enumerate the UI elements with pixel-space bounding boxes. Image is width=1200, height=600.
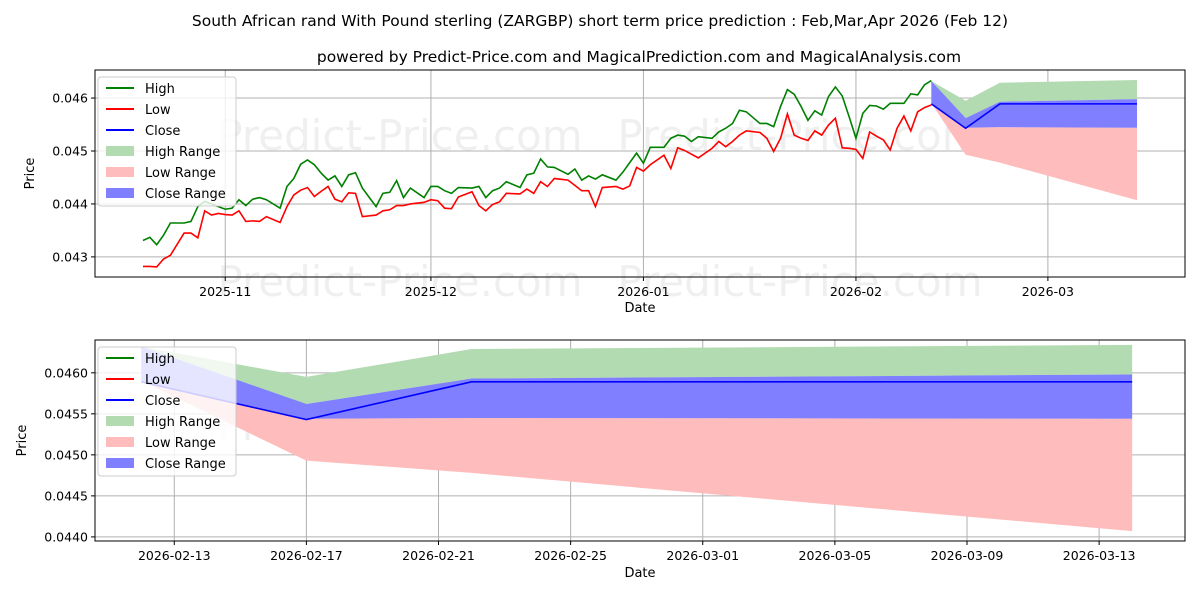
prediction-detail-chart: Predict-Price.comPredict-Price.com2026-0… [15,339,1186,581]
y-axis-label: Price [15,425,30,457]
watermark: Predict-Price.com [617,257,982,306]
x-tick-label: 2025-12 [405,284,457,299]
legend-swatch-high-range [106,146,134,156]
axes-frame [94,339,1186,542]
x-tick-label: 2026-02-25 [534,548,607,563]
legend-label-high-range: High Range [145,415,220,430]
legend-swatch-low-range [106,167,134,177]
watermark: Predict-Price.com [617,111,982,160]
legend-label-close: Close [145,394,180,409]
legend-label-low-range: Low Range [145,166,216,181]
y-tick-label: 0.0445 [44,488,88,503]
legend-label-close-range: Close Range [145,457,226,472]
legend-label-high: High [145,82,175,97]
x-tick-label: 2026-03-13 [1063,548,1136,563]
x-tick-label: 2026-03-01 [666,548,739,563]
low-line [142,104,932,268]
x-axis-label: Date [624,301,655,316]
chart-subtitle: powered by Predict-Price.com and Magical… [317,48,961,66]
legend-label-close-range: Close Range [145,187,226,202]
y-axis-label: Price [23,158,38,190]
y-tick-label: 0.045 [52,144,88,159]
legend: High Low Close High Range Low Range Close Ran… [97,346,237,477]
y-tick-label: 0.0450 [44,447,88,462]
low-range-area [141,381,1133,532]
legend-label-low-range: Low Range [145,436,216,451]
overview-chart: Predict-Price.com Predict-Price.com Predic… [23,69,1186,316]
x-tick-label: 2026-01 [617,284,669,299]
low-range-area [931,103,1138,201]
legend-label-low: Low [145,373,171,388]
x-tick-label: 2026-02 [830,284,882,299]
x-tick-label: 2026-03-05 [799,548,872,563]
y-tick-label: 0.0455 [44,406,88,421]
legend-label-low: Low [145,103,171,118]
legend-label-high: High [145,352,175,367]
legend-swatch-close-range [106,458,134,468]
high-range-area [931,80,1138,119]
y-tick-label: 0.0460 [44,365,88,380]
y-tick-label: 0.043 [52,249,88,264]
axes-frame [94,69,1186,278]
legend: High Low Close High Range Low Range Close Ran… [97,76,237,207]
watermark: Predict-Price.com [217,257,582,306]
legend-swatch-high-range [106,416,134,426]
watermark: Predict-Price.com [217,111,582,160]
x-tick-label: 2026-02-13 [138,548,211,563]
high-line [142,79,932,246]
x-tick-label: 2025-11 [199,284,251,299]
y-tick-label: 0.0440 [44,529,88,544]
x-tick-label: 2026-03 [1022,284,1074,299]
x-axis-label: Date [624,566,655,581]
x-tick-label: 2026-02-21 [402,548,475,563]
y-tick-label: 0.046 [52,91,88,106]
legend-swatch-close-range [106,188,134,198]
high-range-area [141,344,1133,404]
legend-label-close: Close [145,124,180,139]
chart-title: South African rand With Pound sterling (… [192,12,1008,30]
legend-label-high-range: High Range [145,145,220,160]
close-line [930,103,1138,130]
y-tick-label: 0.044 [52,196,88,211]
x-tick-label: 2026-03-09 [931,548,1004,563]
x-tick-label: 2026-02-17 [270,548,343,563]
legend-swatch-low-range [106,437,134,447]
